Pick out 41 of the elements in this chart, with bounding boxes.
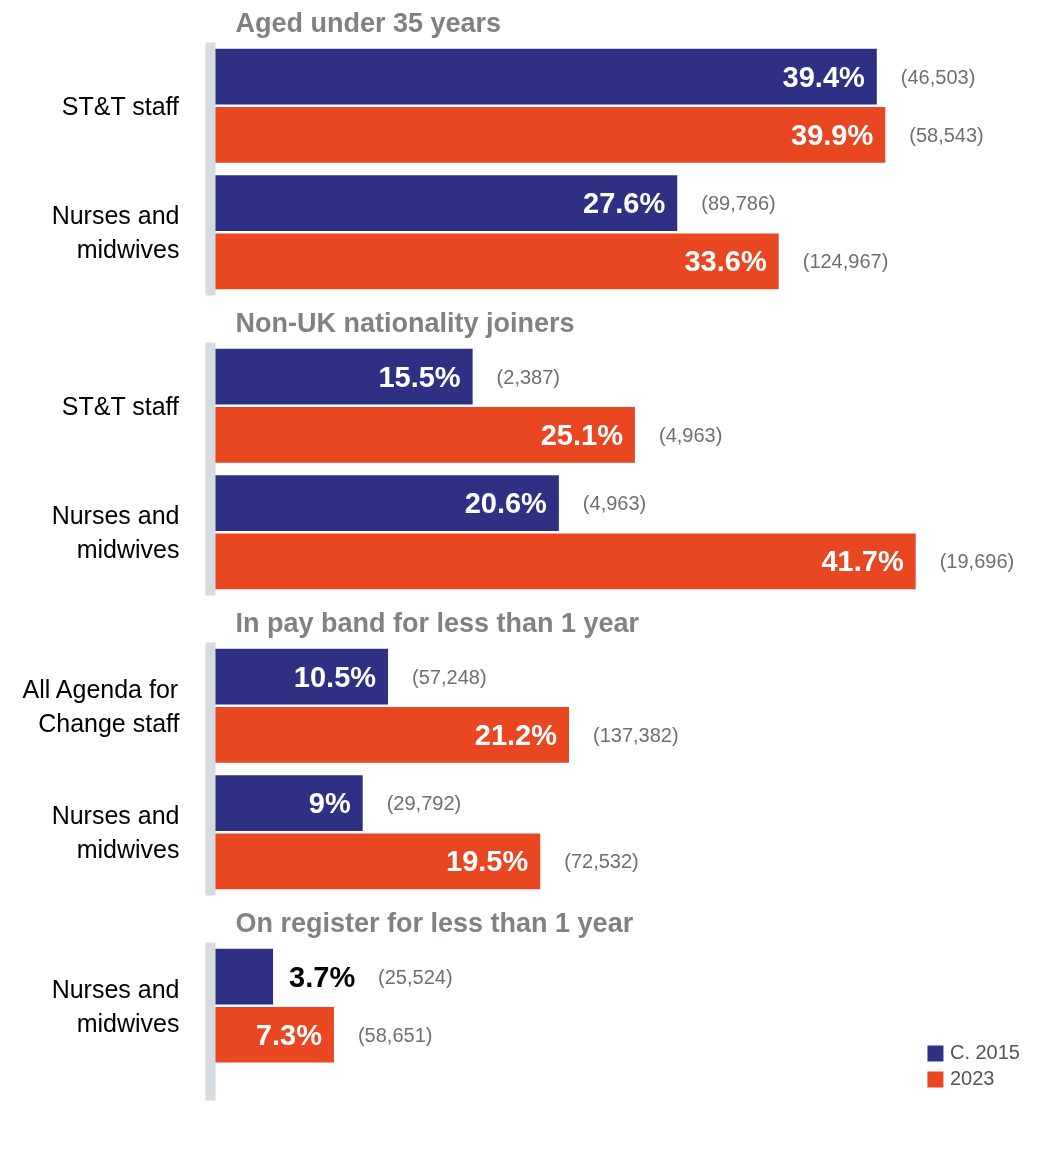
data-label: 3.7% (289, 960, 356, 993)
text: (58,651) (357, 1023, 433, 1046)
annotation: (124,967) (802, 250, 889, 273)
annotation: (72,532) (564, 850, 639, 873)
annotation: (57,248) (412, 665, 487, 688)
text: (46,503) (900, 65, 976, 88)
data-label: 27.6% (583, 187, 666, 220)
annotation: (4,963) (658, 423, 723, 446)
y-tick-label: Nurses and midwives (51, 501, 180, 564)
data-label: 25.1% (540, 418, 624, 451)
data-label: 15.5% (378, 360, 461, 393)
data-label: 9% (308, 787, 351, 820)
data-label: 39.9% (791, 118, 874, 151)
data-label: 21.2% (474, 718, 558, 751)
chart-title: In pay band for less than 1 year (235, 607, 640, 638)
y-tick-label: Nurses and midwives (51, 801, 180, 864)
data-label: 33.6% (684, 245, 767, 278)
annotation: (4,963) (582, 492, 647, 515)
annotation: (2,387) (496, 365, 560, 388)
y-tick-label: Nurses and midwives (51, 201, 180, 264)
text: (19,696) (939, 550, 1015, 573)
text: On register for less than 1 year (235, 907, 634, 938)
data-label: 7.3% (255, 1018, 323, 1051)
data-label: 19.5% (446, 845, 529, 878)
y-tick-label: All Agenda for Change staff (22, 674, 180, 737)
text: (25,524) (378, 965, 453, 988)
text: (137,382) (593, 723, 679, 746)
data-label: 10.5% (293, 660, 377, 693)
data-label: 41.7% (821, 545, 904, 578)
y-tick-label: ST&T staff (61, 391, 180, 420)
chart-title: Non-UK nationality joiners (235, 307, 575, 338)
chart-title: Aged under 35 years (235, 7, 502, 38)
annotation: (89,786) (701, 192, 776, 215)
text: (58,543) (909, 123, 984, 146)
data-label: 20.6% (464, 487, 548, 520)
legend-label: C. 2015 (949, 1041, 1020, 1064)
y-tick-label: ST&T staff (61, 91, 180, 120)
annotation: (29,792) (386, 792, 462, 815)
legend-label: 2023 (949, 1067, 995, 1090)
y-tick-label: Nurses and midwives (51, 974, 180, 1037)
data-label: 39.4% (782, 60, 866, 93)
